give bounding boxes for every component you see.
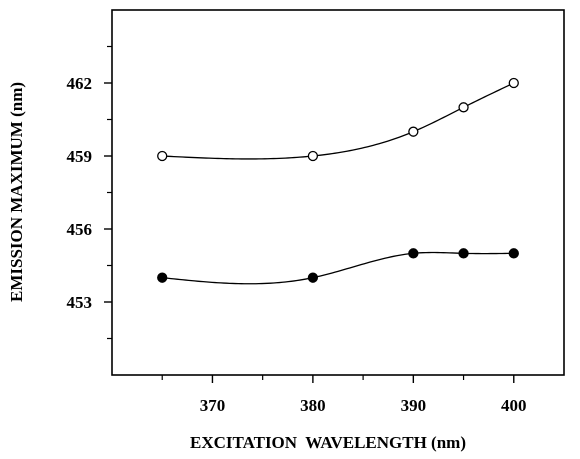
y-tick-label: 459	[67, 147, 93, 166]
fit-curves	[162, 82, 515, 285]
open-data-point	[458, 102, 469, 113]
y-tick-label: 462	[67, 74, 93, 93]
axis-ticks	[104, 45, 515, 383]
filled-data-point	[508, 248, 519, 259]
x-tick-label: 370	[200, 396, 226, 415]
x-tick-label: 390	[401, 396, 427, 415]
filled-data-point	[458, 248, 469, 259]
y-tick-label: 456	[67, 220, 93, 239]
filled-data-point	[157, 272, 168, 283]
fit-curve-1	[162, 82, 515, 160]
open-data-point	[307, 150, 319, 162]
y-tick-label: 453	[67, 293, 93, 312]
open-data-point	[157, 150, 168, 162]
fit-curve-2	[162, 251, 514, 285]
data-points	[157, 77, 519, 283]
x-tick-label: 400	[501, 396, 527, 415]
filled-data-point	[408, 248, 419, 259]
tick-labels: 370 380 390 400 453 456 459 462	[67, 74, 527, 415]
y-axis-title: EMISSION MAXIMUM (nm)	[7, 82, 26, 302]
filled-data-point	[307, 272, 319, 283]
open-data-point	[408, 126, 419, 137]
x-axis-title: EXCITATION WAVELENGTH (nm)	[190, 433, 466, 452]
open-data-point	[508, 77, 519, 89]
plot-frame	[111, 9, 565, 376]
x-tick-label: 380	[300, 396, 326, 415]
